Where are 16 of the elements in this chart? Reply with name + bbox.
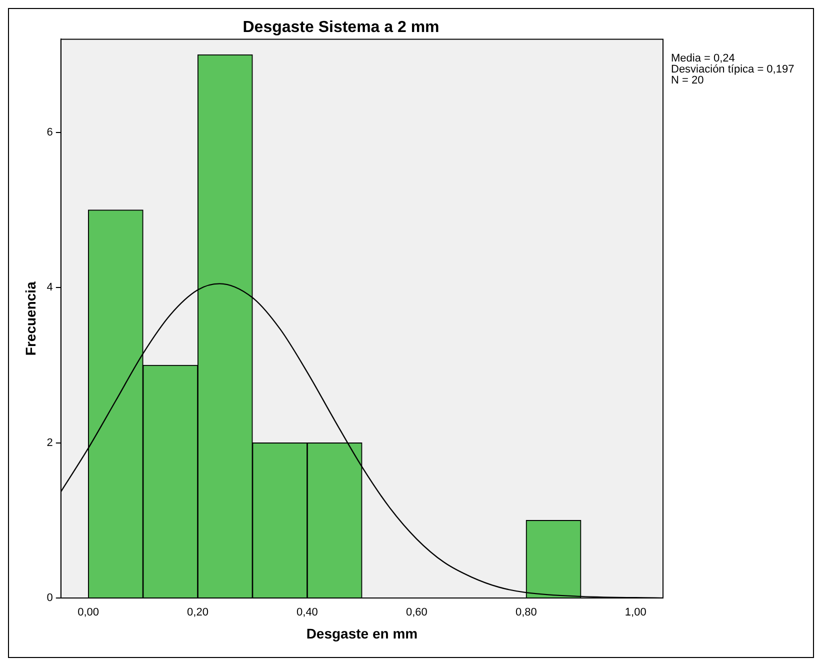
y-tick-label: 2	[46, 436, 53, 449]
x-tick-label: 0,80	[515, 606, 537, 619]
y-tick-label: 6	[46, 126, 53, 138]
x-tick-label: 0,40	[296, 606, 318, 619]
x-tick-label: 0,20	[187, 606, 208, 619]
x-axis-title: Desgaste en mm	[306, 625, 418, 642]
y-axis-title: Frecuencia	[22, 281, 38, 356]
text: Desviación típica = 0,197	[671, 64, 794, 76]
chart-title: Desgaste Sistema a 2 mm	[242, 19, 440, 36]
x-tick-label: 0,00	[78, 606, 99, 619]
x-tick-label: 0,60	[406, 606, 428, 619]
y-tick-label: 4	[46, 282, 53, 294]
y-tick-label: 0	[46, 592, 53, 604]
x-tick-label: 1,00	[624, 606, 646, 619]
text: N = 20	[671, 74, 704, 87]
text: Media = 0,24	[671, 52, 735, 65]
